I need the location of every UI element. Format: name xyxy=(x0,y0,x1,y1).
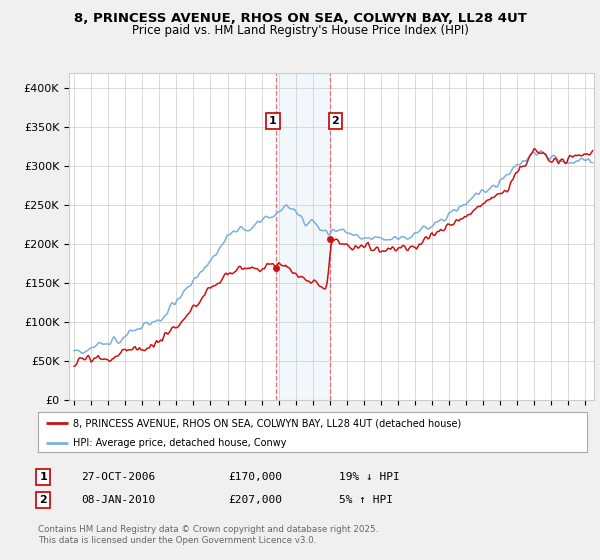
Text: Contains HM Land Registry data © Crown copyright and database right 2025.
This d: Contains HM Land Registry data © Crown c… xyxy=(38,525,378,545)
Text: Price paid vs. HM Land Registry's House Price Index (HPI): Price paid vs. HM Land Registry's House … xyxy=(131,24,469,36)
Text: HPI: Average price, detached house, Conwy: HPI: Average price, detached house, Conw… xyxy=(73,438,287,448)
Text: £170,000: £170,000 xyxy=(228,472,282,482)
Text: 27-OCT-2006: 27-OCT-2006 xyxy=(81,472,155,482)
Text: 5% ↑ HPI: 5% ↑ HPI xyxy=(339,495,393,505)
Text: 2: 2 xyxy=(331,116,339,126)
Bar xyxy=(275,73,330,400)
Text: 1: 1 xyxy=(269,116,277,126)
Text: 1: 1 xyxy=(40,472,47,482)
Text: 19% ↓ HPI: 19% ↓ HPI xyxy=(339,472,400,482)
Text: 08-JAN-2010: 08-JAN-2010 xyxy=(81,495,155,505)
Text: 2: 2 xyxy=(40,495,47,505)
Text: 8, PRINCESS AVENUE, RHOS ON SEA, COLWYN BAY, LL28 4UT (detached house): 8, PRINCESS AVENUE, RHOS ON SEA, COLWYN … xyxy=(73,419,462,429)
Text: 8, PRINCESS AVENUE, RHOS ON SEA, COLWYN BAY, LL28 4UT: 8, PRINCESS AVENUE, RHOS ON SEA, COLWYN … xyxy=(74,12,526,25)
Text: £207,000: £207,000 xyxy=(228,495,282,505)
